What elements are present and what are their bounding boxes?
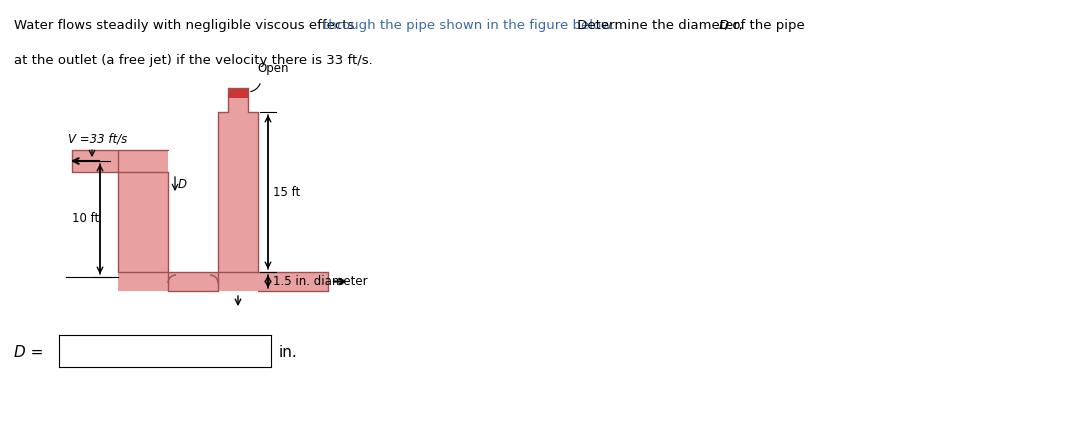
Text: Open: Open bbox=[257, 62, 288, 75]
Text: D =: D = bbox=[14, 345, 44, 360]
Text: D: D bbox=[178, 178, 187, 190]
Text: V =33 ft/s: V =33 ft/s bbox=[67, 133, 127, 146]
Bar bbox=[228, 88, 248, 112]
Text: Determine the diameter,: Determine the diameter, bbox=[573, 19, 747, 32]
Bar bbox=[218, 112, 258, 291]
Text: through the pipe shown in the figure below.: through the pipe shown in the figure bel… bbox=[323, 19, 615, 32]
Bar bbox=[258, 272, 327, 291]
Bar bbox=[72, 150, 168, 172]
Bar bbox=[228, 88, 248, 98]
Bar bbox=[118, 150, 168, 290]
Text: 1.5 in. diameter: 1.5 in. diameter bbox=[273, 275, 368, 288]
Text: 15 ft: 15 ft bbox=[273, 185, 300, 199]
Bar bbox=[118, 272, 258, 291]
Text: Water flows steadily with negligible viscous effects: Water flows steadily with negligible vis… bbox=[14, 19, 359, 32]
Text: at the outlet (a free jet) if the velocity there is 33 ft/s.: at the outlet (a free jet) if the veloci… bbox=[14, 54, 373, 66]
Text: 10 ft: 10 ft bbox=[72, 212, 99, 226]
Text: in.: in. bbox=[279, 345, 297, 360]
Text: , of the pipe: , of the pipe bbox=[725, 19, 805, 32]
Text: D: D bbox=[718, 19, 729, 32]
